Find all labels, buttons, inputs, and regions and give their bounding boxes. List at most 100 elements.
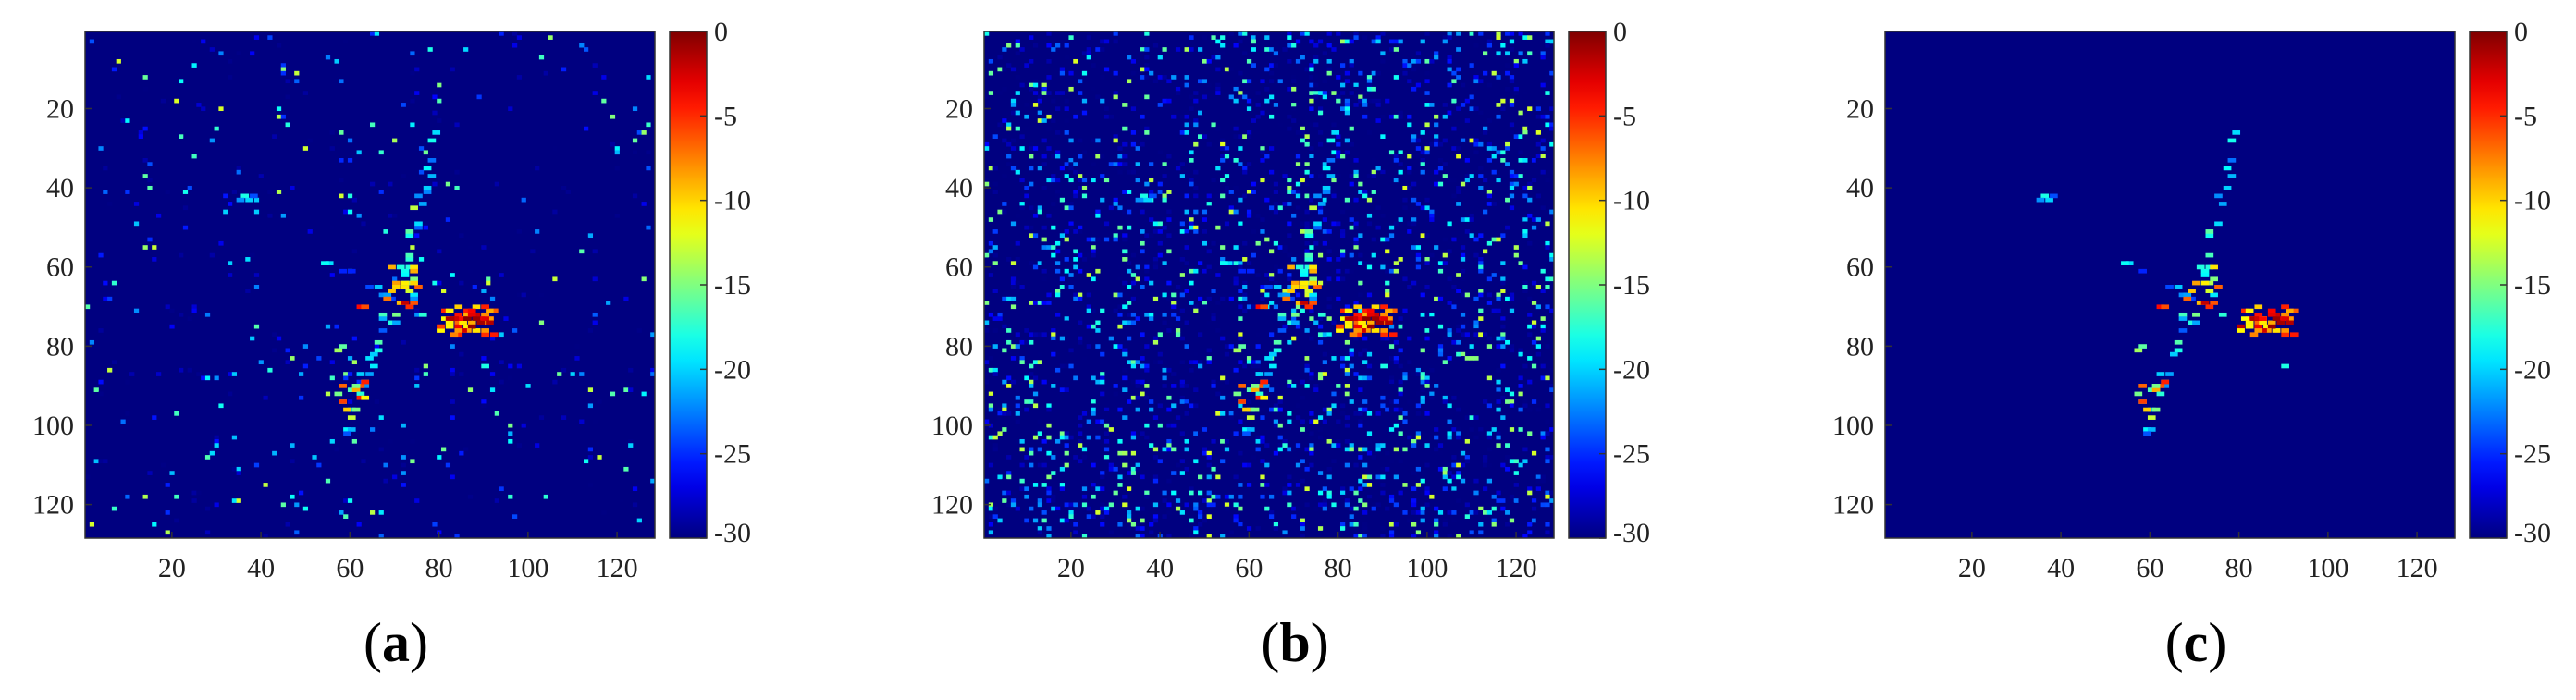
- heatmap-cell: [512, 328, 518, 333]
- heatmap-cell: [147, 178, 153, 183]
- heatmap-cell: [253, 324, 260, 329]
- heatmap-cell: [302, 506, 309, 511]
- heatmap-cell: [98, 459, 104, 464]
- heatmap-cell: [1331, 190, 1337, 194]
- heatmap-cell: [992, 316, 998, 321]
- heatmap-cell: [156, 213, 162, 218]
- heatmap-cell: [1152, 455, 1159, 460]
- heatmap-cell: [1295, 292, 1301, 298]
- heatmap-cell: [1130, 431, 1137, 436]
- heatmap-cell: [1415, 257, 1422, 262]
- heatmap-cell: [1349, 399, 1354, 404]
- heatmap-cell: [1340, 403, 1346, 409]
- heatmap-cell: [1144, 197, 1152, 203]
- heatmap-cell: [1238, 344, 1246, 349]
- heatmap-cell: [1059, 276, 1066, 282]
- heatmap-cell: [120, 419, 126, 424]
- heatmap-cell: [1238, 296, 1243, 301]
- heatmap-cell: [1362, 193, 1368, 199]
- heatmap-cell: [1277, 312, 1287, 317]
- heatmap-cell: [204, 455, 211, 460]
- heatmap-cell: [1010, 502, 1017, 508]
- heatmap-cell: [1051, 471, 1056, 475]
- heatmap-cell: [1424, 462, 1430, 468]
- heatmap-cell: [299, 395, 304, 400]
- heatmap-cell: [1434, 51, 1439, 56]
- heatmap-cell: [1015, 39, 1020, 44]
- heatmap-cell: [423, 372, 428, 376]
- heatmap-cell: [1078, 91, 1083, 95]
- heatmap-cell: [1483, 486, 1488, 492]
- heatmap-cell: [1193, 118, 1199, 123]
- heatmap-cell: [1434, 447, 1439, 452]
- heatmap-cell: [1282, 169, 1288, 175]
- heatmap-cell: [1358, 233, 1363, 239]
- heatmap-cell: [1130, 106, 1137, 112]
- heatmap-cell: [1424, 103, 1430, 107]
- heatmap-cell: [1144, 94, 1150, 100]
- heatmap-cell: [1545, 344, 1550, 349]
- heatmap-cell: [1447, 31, 1452, 36]
- heatmap-cell: [1113, 213, 1118, 218]
- heatmap-cell: [1513, 134, 1519, 139]
- heatmap-cell: [1179, 379, 1185, 385]
- heatmap-cell: [1398, 316, 1403, 321]
- x-tick-label: 40: [247, 553, 275, 583]
- panel-label: (b): [1261, 612, 1328, 673]
- heatmap-cell: [1144, 363, 1150, 369]
- heatmap-cell: [1251, 360, 1256, 365]
- heatmap-cell: [1447, 431, 1452, 436]
- heatmap-cell: [988, 395, 994, 400]
- heatmap-cell: [1260, 285, 1265, 289]
- heatmap-cell: [597, 399, 602, 404]
- heatmap-cell: [1407, 336, 1412, 341]
- heatmap-cell: [1264, 154, 1270, 159]
- heatmap-cell: [267, 213, 273, 218]
- heatmap-cell: [1006, 474, 1012, 480]
- heatmap-cell: [1215, 126, 1221, 131]
- heatmap-cell: [1309, 98, 1314, 104]
- heatmap-cell: [1100, 506, 1105, 511]
- heatmap-cell: [280, 63, 286, 68]
- heatmap-cell: [1456, 328, 1461, 333]
- heatmap-cell: [1152, 264, 1159, 270]
- heatmap-cell: [1415, 146, 1422, 151]
- heatmap-cell: [1385, 98, 1390, 104]
- heatmap-cell: [1277, 399, 1283, 404]
- heatmap-cell: [1251, 304, 1256, 310]
- heatmap-cell: [1211, 312, 1216, 317]
- heatmap-cell: [1162, 261, 1167, 265]
- heatmap-cell: [1144, 47, 1150, 52]
- heatmap-cell: [1513, 245, 1519, 250]
- heatmap-cell: [494, 498, 499, 503]
- heatmap-cell: [579, 372, 585, 376]
- heatmap-cell: [1388, 530, 1395, 535]
- heatmap-cell: [1447, 249, 1452, 254]
- heatmap-cell: [984, 141, 990, 147]
- heatmap-cell: [2143, 427, 2151, 432]
- heatmap-cell: [1362, 91, 1368, 95]
- heatmap-cell: [1108, 502, 1114, 508]
- heatmap-cell: [1238, 494, 1243, 499]
- heatmap-cell: [1486, 510, 1493, 515]
- heatmap-cell: [1388, 375, 1395, 381]
- heatmap-cell: [1041, 483, 1047, 487]
- heatmap-cell: [374, 344, 380, 349]
- heatmap-cell: [454, 169, 460, 175]
- heatmap-cell: [1398, 154, 1403, 159]
- y-tick-label: 120: [32, 490, 74, 521]
- heatmap-cell: [1122, 103, 1128, 107]
- heatmap-cell: [992, 474, 998, 480]
- heatmap-cell: [1024, 328, 1029, 333]
- heatmap-cell: [988, 403, 994, 409]
- heatmap-cell: [1015, 280, 1020, 286]
- colorbar-tick-label: -30: [2514, 518, 2551, 548]
- heatmap-cell: [1171, 312, 1177, 317]
- heatmap-cell: [1322, 360, 1327, 365]
- heatmap-cell: [299, 372, 304, 376]
- heatmap-cell: [1251, 39, 1256, 44]
- heatmap-cell: [1144, 264, 1150, 270]
- heatmap-cell: [1032, 332, 1039, 338]
- heatmap-cell: [1171, 114, 1177, 119]
- heatmap-cell: [454, 324, 463, 329]
